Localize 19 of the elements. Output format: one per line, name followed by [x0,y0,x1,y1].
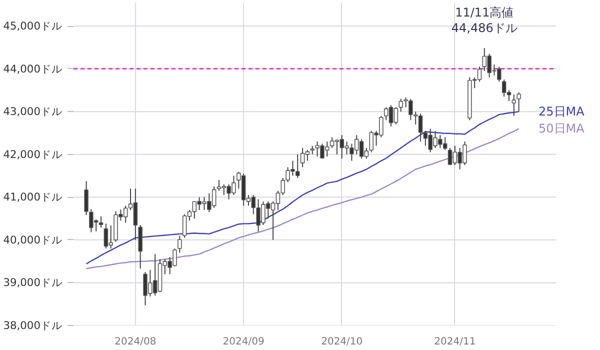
y-tick-label: 38,000ドル [3,319,63,332]
candlestick [98,216,104,228]
y-tick-label: 41,000ドル [3,190,63,204]
candlestick [178,235,182,254]
y-tick-label: 42,000ドル [3,148,63,161]
y-tick-label: 45,000ドル [3,20,63,33]
y-tick-label: 44,000ドル [3,62,63,76]
annotation: 11/11高値 44,486ドル [451,6,518,35]
series-label: 25日MA [538,104,586,119]
series-label: 50日MA [538,122,586,136]
x-tick-label: 2024/09 [222,336,264,348]
x-tick-label: 2024/10 [321,336,363,348]
candlestick [516,92,521,112]
y-tick-label: 40,000ドル [3,233,63,246]
y-tick-label: 43,000ドル [3,105,63,118]
y-tick-label: 39,000ドル [3,276,63,290]
x-tick-label: 2024/11 [434,336,476,348]
candlestick [512,94,516,116]
x-tick-label: 2024/08 [114,336,156,348]
